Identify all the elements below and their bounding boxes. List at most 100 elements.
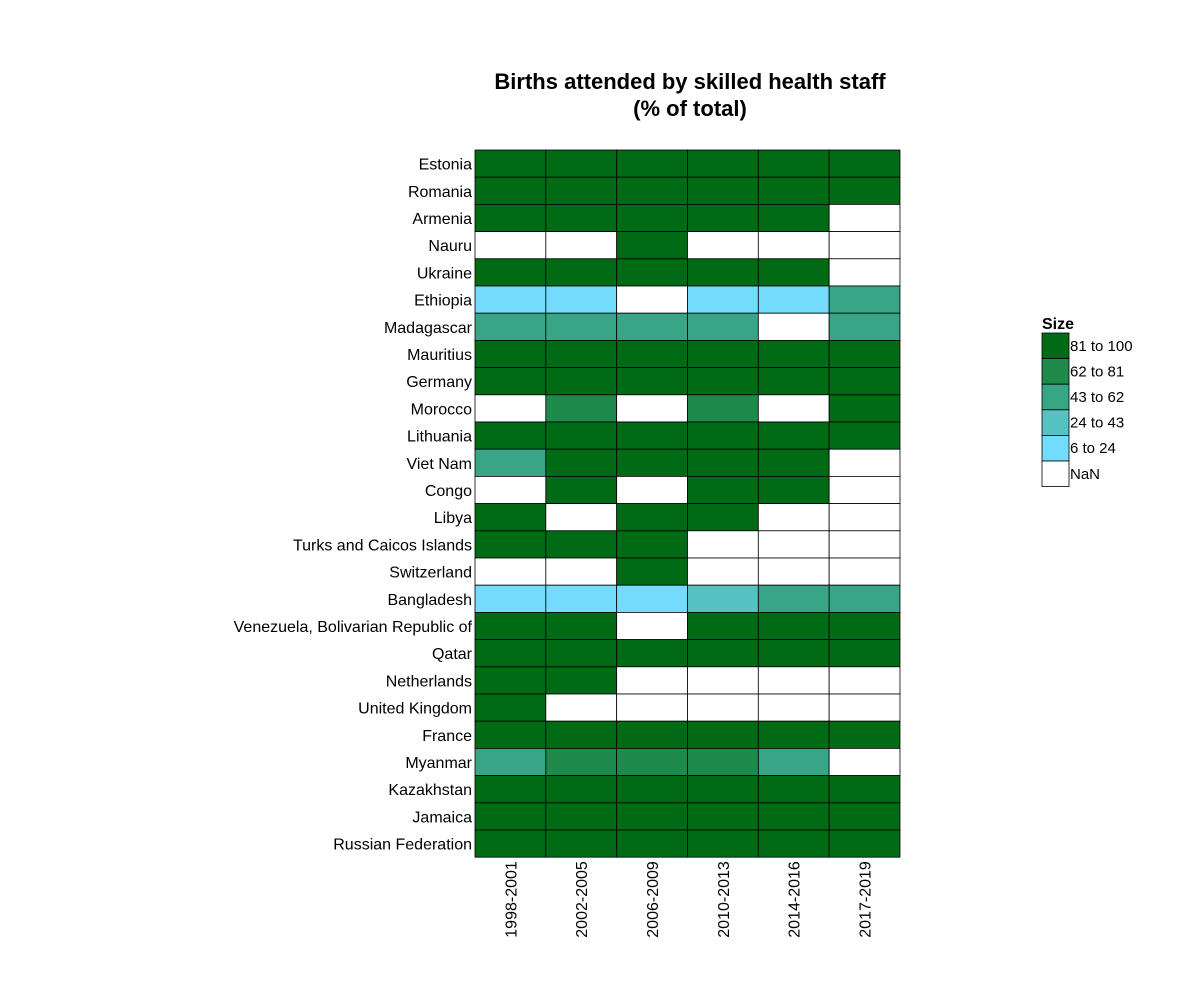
heatmap-cell [757, 557, 830, 586]
heatmap-cell [474, 693, 547, 722]
heatmap-cell [757, 475, 830, 504]
row-label-united-kingdom: United Kingdom [358, 701, 472, 718]
heatmap-cell [828, 339, 901, 368]
heatmap-cell [828, 421, 901, 450]
heatmap-cell [828, 612, 901, 641]
heatmap-cell [687, 258, 759, 287]
heatmap-cell [757, 584, 830, 613]
legend-swatch-nan [1041, 460, 1070, 488]
chart-title-line-1: Births attended by skilled health staff [494, 69, 886, 94]
heatmap-cell [757, 339, 830, 368]
row-label-bangladesh: Bangladesh [387, 592, 472, 609]
heatmap-cell [545, 775, 618, 804]
heatmap-cell [545, 557, 618, 586]
heatmap-cell [545, 475, 618, 504]
heatmap-cell [545, 149, 618, 178]
heatmap-cell [828, 231, 901, 260]
heatmap-cell [757, 530, 830, 559]
heatmap-cell [616, 693, 688, 722]
heatmap-cell [757, 394, 830, 423]
heatmap-cells [474, 149, 901, 858]
heatmap-cell [687, 285, 759, 314]
heatmap-cell [616, 748, 688, 777]
heatmap-cell [545, 693, 618, 722]
column-label-2006-2009: 2006-2009 [645, 861, 662, 938]
row-label-kazakhstan: Kazakhstan [388, 782, 472, 799]
row-label-lithuania: Lithuania [407, 429, 472, 446]
row-label-morocco: Morocco [411, 401, 472, 418]
row-label-armenia: Armenia [412, 211, 472, 228]
column-label-2002-2005: 2002-2005 [574, 861, 591, 938]
heatmap-cell [545, 802, 618, 831]
heatmap-cell [757, 720, 830, 749]
row-label-france: France [422, 728, 472, 745]
heatmap-cell [757, 285, 830, 314]
heatmap-cell [474, 720, 547, 749]
heatmap-cell [545, 639, 618, 668]
heatmap-cell [474, 557, 547, 586]
heatmap-cell [545, 394, 618, 423]
heatmap-cell [616, 149, 688, 178]
legend-label-62-to-81: 62 to 81 [1070, 363, 1124, 380]
legend-title: Size [1042, 316, 1074, 333]
heatmap-cell [687, 557, 759, 586]
heatmap-cell [474, 475, 547, 504]
heatmap-cell [757, 312, 830, 341]
heatmap-cell [828, 176, 901, 205]
heatmap-cell [545, 748, 618, 777]
heatmap-cell [828, 394, 901, 423]
heatmap-cell [545, 720, 618, 749]
heatmap-cell [545, 584, 618, 613]
row-label-viet-nam: Viet Nam [406, 456, 472, 473]
heatmap-cell [545, 285, 618, 314]
heatmap-cell [687, 367, 759, 396]
row-labels: Estonia Romania Armenia Nauru Ukraine Ethiopi… [234, 157, 473, 854]
heatmap-cell [687, 312, 759, 341]
row-label-romania: Romania [408, 184, 472, 201]
column-label-2017-2019: 2017-2019 [858, 861, 875, 938]
heatmap-cell [687, 394, 759, 423]
heatmap-cell [757, 503, 830, 532]
heatmap-cell [828, 475, 901, 504]
heatmap-cell [687, 231, 759, 260]
row-label-turks-and-caicos-islands: Turks and Caicos Islands [293, 537, 472, 554]
heatmap-cell [474, 258, 547, 287]
heatmap-cell [616, 802, 688, 831]
heatmap-cell [616, 503, 688, 532]
heatmap-cell [687, 693, 759, 722]
heatmap-cell [616, 258, 688, 287]
heatmap-cell [828, 258, 901, 287]
legend-label-81-to-100: 81 to 100 [1070, 338, 1133, 355]
heatmap-cell [616, 720, 688, 749]
column-labels: 1998-2001 2002-2005 2006-2009 2010-2013 2014… [503, 861, 874, 938]
row-label-ukraine: Ukraine [417, 265, 472, 282]
heatmap-cell [545, 612, 618, 641]
heatmap-cell [828, 802, 901, 831]
row-label-libya: Libya [434, 510, 472, 527]
heatmap-cell [687, 149, 759, 178]
heatmap-cell [757, 666, 830, 695]
row-label-nauru: Nauru [428, 238, 472, 255]
heatmap-cell [757, 231, 830, 260]
heatmap-cell [474, 639, 547, 668]
heatmap-cell [757, 448, 830, 477]
heatmap-cell [474, 802, 547, 831]
heatmap-cell [828, 693, 901, 722]
heatmap-cell [616, 421, 688, 450]
heatmap-cell [828, 748, 901, 777]
heatmap-cell [828, 829, 901, 858]
heatmap-cell [757, 693, 830, 722]
heatmap-cell [687, 639, 759, 668]
row-label-germany: Germany [406, 374, 472, 391]
chart-title: Births attended by skilled health staff … [494, 69, 886, 121]
heatmap-cell [828, 448, 901, 477]
legend-label-24-to-43: 24 to 43 [1070, 415, 1124, 432]
row-label-netherlands: Netherlands [386, 673, 472, 690]
heatmap-cell [474, 394, 547, 423]
row-label-russian-federation: Russian Federation [333, 837, 472, 854]
heatmap-cell [474, 231, 547, 260]
heatmap-cell [687, 530, 759, 559]
heatmap-cell [545, 231, 618, 260]
heatmap-cell [545, 176, 618, 205]
heatmap-cell [757, 612, 830, 641]
